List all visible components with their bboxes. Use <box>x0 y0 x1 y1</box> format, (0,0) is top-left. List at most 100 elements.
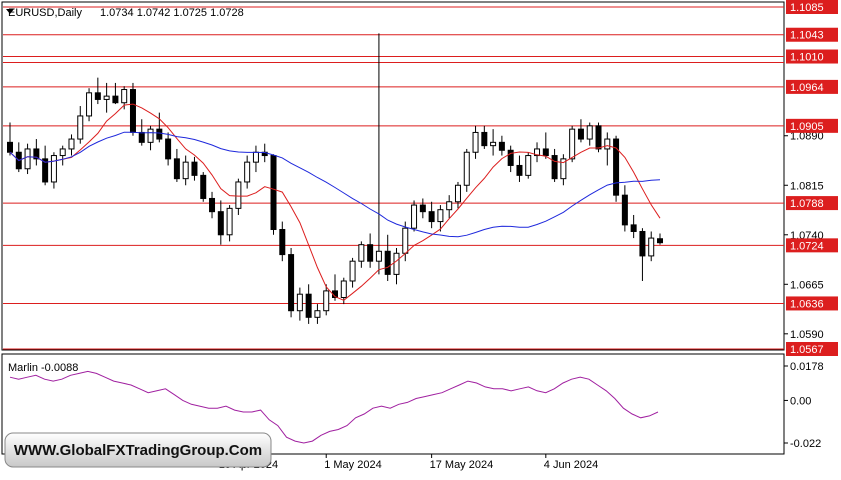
candle-body <box>270 155 277 230</box>
candle-body <box>657 238 663 244</box>
candle-body <box>384 250 391 275</box>
candle-body <box>94 92 101 100</box>
level-labels: 1.1085 1.1043 1.1010 1.0964 1.0905 1.0788 1.07… <box>786 0 838 356</box>
price-tick-label: 1.0890 <box>790 131 824 143</box>
candle-body <box>613 138 620 196</box>
level-label-bg <box>786 49 838 64</box>
price-pane-border <box>1 1 785 351</box>
candle-body <box>507 149 514 166</box>
candle-body <box>59 148 66 157</box>
candle-body <box>358 244 365 262</box>
candle-body <box>604 138 611 150</box>
candle-body <box>305 293 312 318</box>
candle-body <box>367 244 374 262</box>
candle-body <box>288 254 295 312</box>
candle-body <box>463 151 470 186</box>
candle-body <box>217 211 224 236</box>
candle-body <box>419 204 426 213</box>
level-label-bg <box>786 196 838 211</box>
level-label: 1.0788 <box>790 198 824 210</box>
candle-body <box>454 184 461 203</box>
candle-body <box>129 89 136 133</box>
candle-body <box>498 141 505 151</box>
candle-body <box>173 158 180 180</box>
candle-body <box>630 224 637 232</box>
ma-fast-line <box>9 103 661 301</box>
moving-averages <box>9 103 661 301</box>
candle-body <box>525 155 532 176</box>
level-label-bg <box>786 296 838 311</box>
level-label-bg <box>786 27 838 42</box>
candle-body <box>314 310 321 318</box>
indicator-label: Marlin -0.0088 <box>8 362 78 374</box>
candle-body <box>446 201 453 211</box>
candle-body <box>516 164 523 176</box>
level-label-bg <box>786 238 838 253</box>
watermark-banner: WWW.GlobalFXTradingGroup.Com <box>4 432 272 468</box>
candle-body <box>50 155 57 183</box>
date-tick-label: 17 May 2024 <box>430 459 494 471</box>
candle-body <box>42 158 49 183</box>
candle-body <box>569 128 576 160</box>
level-label: 1.0724 <box>790 240 824 252</box>
price-tick-label: 1.0590 <box>790 329 824 341</box>
level-label-bg <box>786 342 838 356</box>
price-tick-label: 1.0815 <box>790 180 824 192</box>
collapse-arrow-icon[interactable] <box>6 9 14 14</box>
candle-body <box>560 158 567 180</box>
candle-body <box>235 181 242 209</box>
candle-body <box>542 148 549 157</box>
candle-body <box>411 204 418 229</box>
candle-body <box>437 209 444 223</box>
candle-body <box>340 280 347 299</box>
candle-body <box>103 95 110 100</box>
candle-body <box>7 141 13 153</box>
candle-body <box>191 161 198 176</box>
chart-symbol: EURUSD,Daily <box>8 7 82 19</box>
candle-body <box>534 148 541 157</box>
level-label: 1.0567 <box>790 344 824 356</box>
candle-body <box>349 260 356 282</box>
candle-body <box>165 138 172 160</box>
candle-body <box>209 197 216 213</box>
candle-body <box>323 290 330 312</box>
date-tick-label: 4 Jun 2024 <box>544 459 598 471</box>
candle-body <box>402 227 409 254</box>
candle-body <box>252 151 259 163</box>
candle-body <box>138 131 145 143</box>
candle-body <box>393 252 400 275</box>
indicator-tick-label: -0.022 <box>790 438 821 450</box>
candle-body <box>33 148 40 160</box>
candle-body <box>121 89 128 104</box>
candle-body <box>86 92 93 117</box>
candle-body <box>156 128 163 140</box>
candle-body <box>621 194 628 226</box>
oscillator-line <box>9 370 659 444</box>
candle-body <box>639 230 646 257</box>
level-label-bg <box>786 0 838 14</box>
watermark-background <box>4 432 272 468</box>
level-label: 1.0964 <box>790 82 824 94</box>
watermark-text: WWW.GlobalFXTradingGroup.Com <box>14 442 262 459</box>
candle-body <box>481 131 488 147</box>
level-label: 1.0905 <box>790 121 824 133</box>
candle-body <box>147 128 154 143</box>
indicator-tick-label: 0.00 <box>790 395 811 407</box>
level-label: 1.1085 <box>790 2 824 14</box>
candle-body <box>586 125 593 140</box>
level-label: 1.1010 <box>790 52 824 64</box>
date-tick-label: 1 May 2024 <box>324 459 381 471</box>
candle-body <box>490 141 497 147</box>
level-label: 1.0636 <box>790 298 824 310</box>
chart-ohlc: 1.0734 1.0742 1.0725 1.0728 <box>100 7 244 19</box>
candle-body <box>226 207 233 236</box>
candle-body <box>648 237 655 257</box>
level-label-bg <box>786 79 838 94</box>
candle-body <box>296 293 303 312</box>
ma-slow-line <box>9 131 661 238</box>
price-tick-label: 1.0665 <box>790 279 824 291</box>
candle-body <box>428 211 435 223</box>
